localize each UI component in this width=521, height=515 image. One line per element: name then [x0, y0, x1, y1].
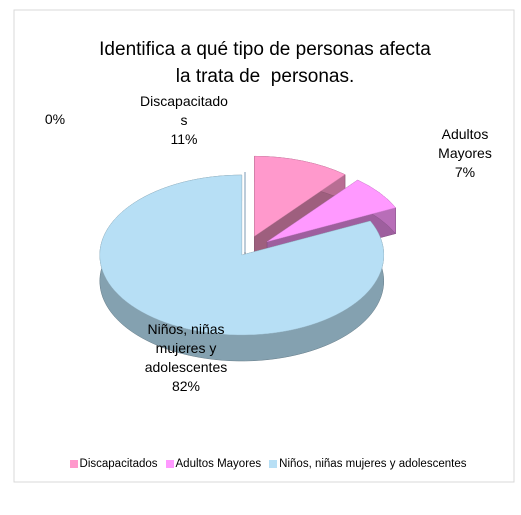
data-label: Adultos Mayores 7% [420, 125, 510, 182]
data-label-value: 7% [454, 164, 476, 180]
data-label: 0% [30, 110, 80, 129]
legend: Discapacitados Adultos Mayores Niños, niña… [18, 458, 518, 470]
data-label-value: 11% [170, 131, 198, 147]
pie-slice [99, 174, 385, 336]
pie-slice [254, 155, 346, 237]
legend-swatch [69, 460, 78, 468]
pie-tops [99, 155, 397, 336]
data-label-category: Niños, niñas mujeres y adolescentes [144, 321, 228, 375]
legend-swatch [269, 460, 278, 468]
data-label-value: 0% [44, 111, 66, 127]
legend-item: Adultos Mayores [165, 458, 262, 470]
data-label-category: Adultos Mayores [438, 126, 492, 161]
data-label-value: 82% [171, 378, 201, 394]
legend-label: Niños, niñas mujeres y adolescentes [279, 458, 467, 470]
legend-swatch [165, 460, 174, 468]
legend-item: Discapacitados [69, 458, 158, 470]
legend-label: Discapacitados [79, 458, 158, 470]
legend-item: Niños, niñas mujeres y adolescentes [269, 458, 466, 470]
data-label-category: Discapacitados [140, 93, 228, 128]
data-label: Discapacitados 11% [140, 92, 228, 149]
data-label: Niños, niñas mujeres y adolescentes 82% [143, 320, 229, 396]
pie-slice [266, 179, 397, 242]
legend-label: Adultos Mayores [175, 458, 262, 470]
chart-title: Identifica a qué tipo de personas afecta… [99, 39, 437, 87]
